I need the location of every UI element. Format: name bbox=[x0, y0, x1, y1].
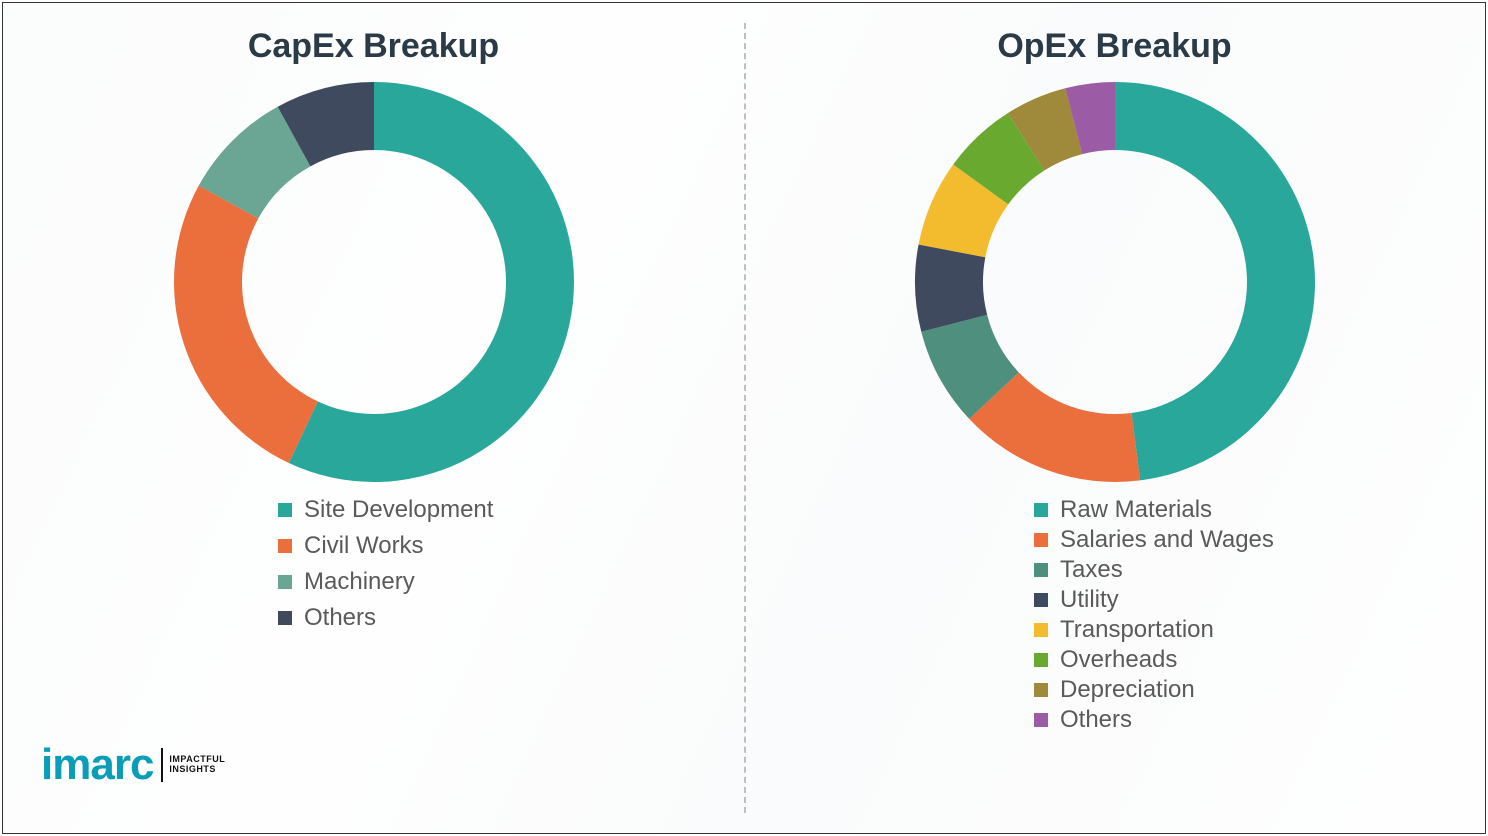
legend-label: Raw Materials bbox=[1060, 496, 1212, 524]
legend-label: Salaries and Wages bbox=[1060, 526, 1274, 554]
legend-label: Others bbox=[1060, 706, 1132, 734]
panel-divider bbox=[744, 23, 746, 813]
legend-item: Civil Works bbox=[278, 532, 493, 560]
logo-tagline: IMPACTFUL INSIGHTS bbox=[169, 755, 225, 775]
legend-label: Others bbox=[304, 604, 376, 632]
legend-swatch bbox=[1034, 533, 1048, 547]
donut-slice bbox=[1115, 82, 1315, 480]
legend-item: Machinery bbox=[278, 568, 493, 596]
capex-title: CapEx Breakup bbox=[248, 27, 499, 66]
legend-swatch bbox=[278, 575, 292, 589]
logo-tagline-line2: INSIGHTS bbox=[169, 765, 225, 775]
legend-item: Others bbox=[1034, 706, 1274, 734]
legend-swatch bbox=[1034, 623, 1048, 637]
logo-word: imarc bbox=[41, 743, 153, 787]
legend-item: Others bbox=[278, 604, 493, 632]
capex-donut bbox=[164, 72, 584, 492]
legend-swatch bbox=[1034, 683, 1048, 697]
legend-swatch bbox=[278, 539, 292, 553]
legend-swatch bbox=[1034, 593, 1048, 607]
legend-item: Site Development bbox=[278, 496, 493, 524]
opex-donut bbox=[905, 72, 1325, 492]
legend-label: Taxes bbox=[1060, 556, 1123, 584]
legend-swatch bbox=[278, 611, 292, 625]
legend-label: Machinery bbox=[304, 568, 415, 596]
legend-swatch bbox=[1034, 713, 1048, 727]
legend-item: Depreciation bbox=[1034, 676, 1274, 704]
opex-title: OpEx Breakup bbox=[997, 27, 1231, 66]
opex-legend: Raw MaterialsSalaries and WagesTaxesUtil… bbox=[1034, 496, 1274, 734]
legend-swatch bbox=[278, 503, 292, 517]
legend-label: Utility bbox=[1060, 586, 1119, 614]
imarc-logo: imarc IMPACTFUL INSIGHTS bbox=[41, 743, 225, 787]
legend-label: Site Development bbox=[304, 496, 493, 524]
capex-legend: Site Development Civil Works Machinery Othe… bbox=[278, 496, 493, 632]
legend-item: Raw Materials bbox=[1034, 496, 1274, 524]
legend-item: Taxes bbox=[1034, 556, 1274, 584]
logo-separator bbox=[161, 748, 163, 782]
legend-label: Overheads bbox=[1060, 646, 1177, 674]
opex-panel: OpEx Breakup Raw MaterialsSalaries and W… bbox=[744, 3, 1485, 833]
legend-item: Overheads bbox=[1034, 646, 1274, 674]
donut-slice bbox=[174, 186, 318, 463]
legend-item: Utility bbox=[1034, 586, 1274, 614]
legend-item: Salaries and Wages bbox=[1034, 526, 1274, 554]
capex-panel: CapEx Breakup Site Development Civil Work… bbox=[3, 3, 744, 833]
legend-swatch bbox=[1034, 503, 1048, 517]
legend-label: Civil Works bbox=[304, 532, 424, 560]
legend-label: Transportation bbox=[1060, 616, 1214, 644]
legend-swatch bbox=[1034, 563, 1048, 577]
legend-label: Depreciation bbox=[1060, 676, 1195, 704]
legend-swatch bbox=[1034, 653, 1048, 667]
legend-item: Transportation bbox=[1034, 616, 1274, 644]
